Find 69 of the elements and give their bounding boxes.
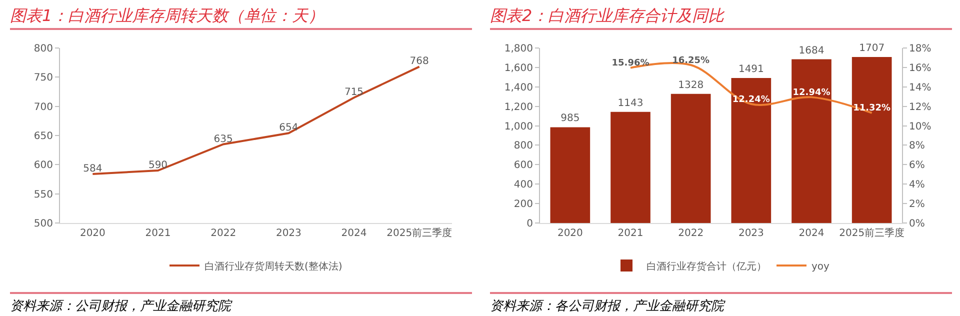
x-tick-label: 2022 — [678, 228, 704, 240]
x-tick-label: 2025前三季度 — [386, 227, 452, 240]
y-tick-label: 700 — [34, 102, 53, 114]
y-tick-label: 0 — [526, 218, 533, 230]
data-label: 16.25% — [672, 56, 710, 66]
y-tick-label: 650 — [34, 131, 53, 142]
y-tick-label: 1,400 — [504, 82, 533, 94]
x-tick-label: 2020 — [557, 228, 583, 240]
x-tick-label: 2022 — [210, 228, 236, 240]
x-tick-label: 2025前三季度 — [839, 227, 905, 240]
y2-tick-label: 2% — [909, 199, 925, 210]
legend-label: 白酒行业存货周转天数(整体法) — [204, 260, 342, 273]
y2-tick-label: 0% — [909, 218, 925, 230]
y-tick-label: 1,800 — [504, 44, 533, 55]
y-tick-label: 800 — [34, 44, 53, 55]
text: 资料来源：各公司财报，产业金融研究院 — [490, 292, 952, 316]
y2-tick-label: 10% — [909, 121, 932, 132]
data-label: 1707 — [859, 43, 885, 54]
legend-label: yoy — [812, 262, 830, 273]
data-label: 635 — [214, 134, 233, 145]
y2-tick-label: 6% — [909, 160, 925, 172]
y-tick-label: 1,000 — [504, 121, 533, 132]
y2-tick-label: 16% — [909, 63, 932, 74]
data-label: 1143 — [618, 98, 644, 110]
y2-tick-label: 18% — [909, 44, 932, 55]
bar — [852, 57, 892, 224]
x-tick-label: 2020 — [80, 228, 106, 240]
text: 资料来源：公司财报，产业金融研究院 — [10, 292, 472, 316]
data-label: 11.32% — [853, 104, 891, 114]
y-tick-label: 600 — [34, 160, 53, 172]
y-tick-label: 400 — [514, 180, 533, 191]
data-label: 654 — [279, 122, 298, 134]
data-label: 584 — [83, 164, 102, 175]
y-tick-label: 1,600 — [504, 63, 533, 74]
y-tick-label: 800 — [514, 140, 533, 152]
y-tick-label: 750 — [34, 72, 53, 84]
y2-tick-label: 4% — [909, 180, 925, 191]
x-tick-label: 2023 — [738, 228, 764, 240]
legend-label: 白酒行业存货合计（亿元） — [646, 260, 766, 273]
y-tick-label: 550 — [34, 190, 53, 201]
data-label: 15.96% — [612, 58, 650, 69]
x-tick-label: 2024 — [341, 228, 367, 240]
data-label: 1328 — [678, 80, 704, 92]
x-tick-label: 2023 — [276, 228, 302, 240]
bar — [731, 78, 772, 224]
chart-title: 图表1：白酒行业库存周转天数（单位：天） — [10, 0, 472, 30]
data-label: 715 — [344, 87, 364, 98]
data-label: 12.94% — [792, 88, 830, 98]
bar — [610, 112, 650, 224]
data-label: 12.24% — [732, 94, 770, 105]
data-label: 1684 — [798, 45, 824, 56]
data-label: 1491 — [738, 64, 764, 76]
y2-tick-label: 8% — [909, 140, 925, 152]
x-tick-label: 2021 — [145, 228, 171, 240]
y-tick-label: 1,200 — [504, 102, 533, 114]
y2-tick-label: 14% — [909, 82, 932, 94]
x-tick-label: 2021 — [618, 228, 644, 240]
data-label: 590 — [148, 160, 168, 172]
data-label: 985 — [560, 113, 580, 124]
y-tick-label: 500 — [34, 218, 53, 230]
chart-title: 图表2：白酒行业库存合计及同比 — [490, 0, 952, 30]
bar — [550, 127, 590, 224]
y-tick-label: 200 — [514, 199, 533, 210]
data-label: 768 — [410, 56, 429, 68]
bar — [670, 94, 711, 224]
bar — [792, 59, 832, 224]
y2-tick-label: 12% — [909, 102, 932, 114]
y-tick-label: 600 — [514, 160, 533, 172]
x-tick-label: 2024 — [798, 228, 824, 240]
